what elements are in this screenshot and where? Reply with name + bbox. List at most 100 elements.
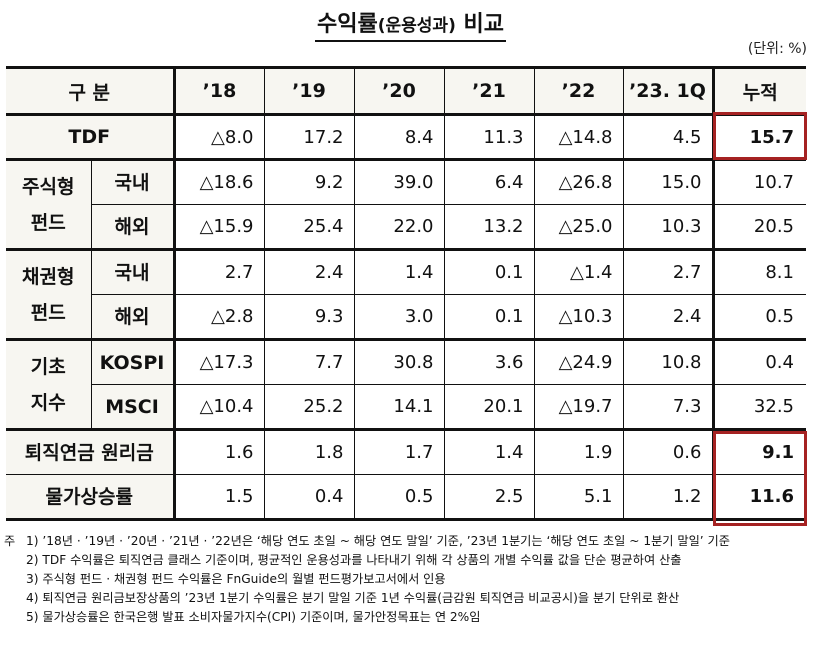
- row-label-inflation: 물가상승률: [6, 474, 175, 521]
- cell-value: △19.7: [533, 384, 624, 431]
- header-2022: ’22: [533, 66, 624, 116]
- cell-value: △14.8: [533, 114, 624, 161]
- cell-value: 1.9: [533, 429, 624, 475]
- footnote-1: 주 1) ’18년 · ’19년 · ’20년 · ’21년 · ’22년은 ‘해…: [4, 532, 730, 551]
- cell-value: 2.7: [172, 249, 265, 295]
- cell-cumulative: 0.4: [711, 339, 806, 385]
- sub-label-msci: MSCI: [91, 384, 175, 431]
- table-row-bond-domestic: 채권형 펀드 국내 2.7 2.4 1.4 0.1 △1.4 2.7 8.1: [6, 249, 806, 341]
- title-underlined: 수익률(운용성과) 비교: [315, 6, 506, 42]
- table-row-bond-overseas: 해외 △2.8 9.3 3.0 0.1 △10.3 2.4 0.5: [6, 294, 806, 341]
- sub-label-domestic: 국내: [90, 249, 175, 295]
- cell-value: 20.1: [443, 384, 535, 431]
- cell-value: 10.3: [622, 204, 714, 251]
- cell-value: 9.3: [263, 294, 355, 341]
- header-2018: ’18: [172, 66, 265, 116]
- header-2023-1q: ’23. 1Q: [622, 66, 714, 116]
- group-label-line: 지수: [30, 391, 66, 414]
- cell-value: 0.6: [622, 429, 714, 475]
- footnote-2: 2) TDF 수익률은 퇴직연금 클래스 기준이며, 평균적인 운용성과를 나타…: [26, 553, 682, 567]
- group-label-line: 펀드: [30, 211, 66, 234]
- cell-value: △1.4: [533, 249, 624, 295]
- returns-comparison-table: 구 분 ’18 ’19 ’20 ’21 ’22 ’23. 1Q 누적 TDF △…: [6, 66, 806, 521]
- cell-value: 14.1: [353, 384, 445, 431]
- cell-value: 7.3: [622, 384, 714, 431]
- cell-value: 1.4: [443, 429, 535, 475]
- cell-cumulative: 20.5: [711, 204, 806, 251]
- cell-value: 2.7: [622, 249, 714, 295]
- cell-cumulative: 32.5: [711, 384, 806, 431]
- cell-value: 25.2: [263, 384, 355, 431]
- unit-label: (단위: %): [747, 41, 807, 57]
- row-label-pension-principal: 퇴직연금 원리금: [6, 429, 175, 475]
- cell-value: △25.0: [533, 204, 624, 251]
- page-title: 수익률(운용성과) 비교: [0, 6, 821, 42]
- cell-value: 7.7: [263, 339, 355, 385]
- cell-value: 1.2: [622, 474, 714, 521]
- table-row-index-kospi: 기초 지수 KOSPI △17.3 7.7 30.8 3.6 △24.9 10.…: [6, 339, 806, 431]
- group-label-base-index: 기초 지수: [6, 339, 92, 431]
- cell-value: 1.7: [353, 429, 445, 475]
- group-label-equity-fund: 주식형 펀드: [6, 159, 92, 251]
- cell-value: 2.4: [263, 249, 355, 295]
- footnote-4: 4) 퇴직연금 원리금보장상품의 ’23년 1분기 수익률은 분기 말일 기준 …: [26, 591, 680, 605]
- sub-label-domestic: 국내: [90, 159, 175, 205]
- table-row-tdf: TDF △8.0 17.2 8.4 11.3 △14.8 4.5 15.7: [6, 114, 806, 161]
- cell-value: △2.8: [172, 294, 265, 341]
- cell-value: 15.0: [622, 159, 714, 205]
- cell-value: 3.6: [443, 339, 535, 385]
- cell-value: 30.8: [353, 339, 445, 385]
- cell-value: 13.2: [443, 204, 535, 251]
- group-label-line: 채권형: [22, 265, 75, 288]
- cell-value: 8.4: [353, 114, 445, 161]
- cell-value: 1.5: [172, 474, 265, 521]
- cell-value: 2.4: [622, 294, 714, 341]
- cell-value: △10.3: [533, 294, 624, 341]
- cell-cumulative: 0.5: [711, 294, 806, 341]
- cell-value: △17.3: [172, 339, 265, 385]
- group-label-line: 기초: [30, 355, 66, 378]
- footnote-label: 주: [4, 534, 16, 548]
- cell-value: △18.6: [172, 159, 265, 205]
- group-label-bond-fund: 채권형 펀드: [6, 249, 92, 341]
- cell-value: 11.3: [443, 114, 535, 161]
- cell-value: 0.1: [443, 294, 535, 341]
- cell-value: 0.5: [353, 474, 445, 521]
- footnote-3: 3) 주식형 펀드 · 채권형 펀드 수익률은 FnGuide의 월별 펀드평가…: [26, 572, 446, 586]
- sub-label-overseas: 해외: [91, 294, 175, 341]
- cell-value: 1.4: [353, 249, 445, 295]
- sub-label-overseas: 해외: [91, 204, 175, 251]
- footnote-5: 5) 물가상승률은 한국은행 발표 소비자물가지수(CPI) 기준이며, 물가안…: [26, 610, 481, 624]
- title-suffix: 비교: [463, 12, 504, 37]
- sub-label-kospi: KOSPI: [90, 339, 175, 385]
- table-row-equity-domestic: 주식형 펀드 국내 △18.6 9.2 39.0 6.4 △26.8 15.0 …: [6, 159, 806, 251]
- group-label-line: 펀드: [30, 301, 66, 324]
- title-main: 수익률: [317, 12, 378, 37]
- cell-value: 25.4: [263, 204, 355, 251]
- table-row-pension-principal: 퇴직연금 원리금 1.6 1.8 1.7 1.4 1.9 0.6 9.1: [6, 429, 806, 475]
- cell-value: 6.4: [443, 159, 535, 205]
- cell-value: △26.8: [533, 159, 624, 205]
- cell-value: 9.2: [263, 159, 355, 205]
- header-2019: ’19: [263, 66, 355, 116]
- footnotes: 주 1) ’18년 · ’19년 · ’20년 · ’21년 · ’22년은 ‘해…: [4, 532, 730, 627]
- cell-cumulative: 10.7: [711, 159, 806, 205]
- header-2020: ’20: [353, 66, 445, 116]
- header-row: 구 분 ’18 ’19 ’20 ’21 ’22 ’23. 1Q 누적: [6, 66, 806, 116]
- cell-value: 3.0: [353, 294, 445, 341]
- header-2021: ’21: [443, 66, 535, 116]
- header-cumulative: 누적: [711, 66, 806, 116]
- cell-value: 5.1: [533, 474, 624, 521]
- cell-value: 10.8: [622, 339, 714, 385]
- cell-value: △8.0: [172, 114, 265, 161]
- table-row-inflation: 물가상승률 1.5 0.4 0.5 2.5 5.1 1.2 11.6: [6, 474, 806, 521]
- table-row-index-msci: MSCI △10.4 25.2 14.1 20.1 △19.7 7.3 32.5: [6, 384, 806, 431]
- title-paren: (운용성과): [377, 16, 456, 36]
- cell-value: △15.9: [172, 204, 265, 251]
- cell-value: △10.4: [172, 384, 265, 431]
- cell-cumulative: 11.6: [711, 474, 806, 521]
- cell-value: 39.0: [353, 159, 445, 205]
- cell-cumulative: 9.1: [711, 429, 806, 475]
- table-row-equity-overseas: 해외 △15.9 25.4 22.0 13.2 △25.0 10.3 20.5: [6, 204, 806, 251]
- group-label-line: 주식형: [22, 175, 75, 198]
